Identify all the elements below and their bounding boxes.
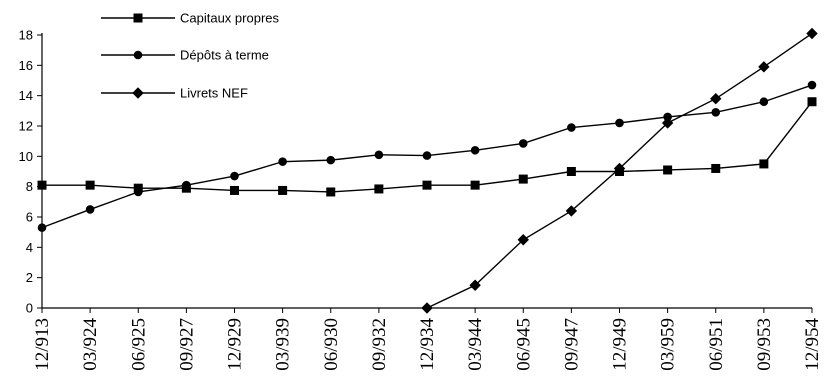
data-point-livrets-nef — [469, 279, 481, 291]
y-tick-label: 10 — [19, 149, 33, 164]
legend-label: Capitaux propres — [180, 11, 279, 26]
x-tick-label: 09/953 — [754, 318, 775, 371]
data-point-capitaux-propres — [663, 165, 673, 175]
series-line-capitaux-propres — [42, 101, 813, 193]
data-point-depots-a-terme — [711, 108, 721, 117]
x-tick-label: 06/945 — [513, 318, 534, 371]
legend-marker-circle — [133, 50, 143, 60]
x-tick-label: 12/954 — [802, 318, 823, 371]
legend-marker-diamond — [132, 87, 144, 99]
data-point-depots-a-terme — [37, 223, 47, 232]
data-point-depots-a-terme — [230, 171, 239, 181]
data-point-depots-a-terme — [759, 97, 769, 107]
y-tick-label: 16 — [19, 58, 33, 73]
data-point-capitaux-propres — [230, 185, 239, 195]
data-point-capitaux-propres — [807, 97, 817, 107]
x-tick-label: 03/944 — [465, 318, 486, 371]
data-point-livrets-nef — [806, 27, 818, 40]
x-tick-label: 12/929 — [225, 318, 246, 371]
data-point-depots-a-terme — [518, 139, 528, 148]
legend-entry-livrets-nef: Livrets NEF — [101, 86, 248, 101]
x-tick-label: 09/947 — [561, 318, 582, 371]
data-point-capitaux-propres — [422, 180, 432, 190]
data-point-depots-a-terme — [326, 155, 336, 165]
data-point-livrets-nef — [565, 205, 578, 217]
data-point-depots-a-terme — [422, 151, 432, 160]
x-tick-label: 12/949 — [610, 318, 631, 371]
x-tick-label: 12/913 — [32, 318, 53, 371]
legend-label: Livrets NEF — [180, 86, 248, 101]
data-point-capitaux-propres — [37, 180, 47, 190]
data-point-capitaux-propres — [85, 180, 95, 190]
x-tick-label: 03/939 — [273, 318, 294, 371]
x-tick-label: 03/924 — [80, 318, 101, 371]
legend-entry-capitaux-propres: Capitaux propres — [101, 11, 279, 26]
data-point-capitaux-propres — [711, 163, 721, 173]
y-tick-label: 12 — [19, 119, 33, 134]
legend-label: Dépôts à terme — [180, 48, 269, 63]
legend: Capitaux propres Dépôts à terme Livrets NE… — [101, 11, 279, 101]
y-tick-label: 18 — [19, 28, 33, 43]
data-point-depots-a-terme — [807, 80, 817, 90]
y-tick-label: 8 — [26, 179, 33, 194]
y-tick-label: 4 — [26, 240, 33, 255]
y-tick-label: 0 — [26, 301, 33, 316]
data-point-livrets-nef — [421, 302, 433, 314]
data-point-livrets-nef — [613, 162, 626, 175]
data-point-depots-a-terme — [567, 123, 576, 132]
data-point-depots-a-terme — [182, 180, 191, 190]
data-point-depots-a-terme — [278, 157, 287, 166]
x-tick-label: 09/932 — [369, 318, 390, 371]
series-capitaux-propres — [37, 97, 817, 197]
data-point-depots-a-terme — [470, 145, 480, 155]
data-point-capitaux-propres — [374, 184, 384, 194]
x-tick-label: 12/934 — [417, 318, 438, 371]
data-point-livrets-nef — [661, 117, 674, 129]
data-point-capitaux-propres — [278, 185, 288, 195]
data-point-capitaux-propres — [326, 187, 336, 197]
x-tick-label: 06/925 — [128, 318, 149, 371]
data-point-capitaux-propres — [470, 180, 480, 190]
y-tick-label: 14 — [19, 88, 33, 103]
data-point-livrets-nef — [758, 61, 770, 73]
legend-marker-square — [133, 13, 143, 23]
x-tick-label: 06/951 — [706, 318, 727, 371]
data-point-capitaux-propres — [759, 159, 769, 169]
legend-entry-depots-a-terme: Dépôts à terme — [101, 48, 269, 63]
x-tick-label: 03/959 — [658, 318, 679, 371]
data-point-livrets-nef — [517, 234, 529, 246]
data-point-capitaux-propres — [566, 167, 576, 176]
data-point-depots-a-terme — [615, 118, 624, 128]
y-tick-label: 6 — [26, 210, 33, 225]
data-point-capitaux-propres — [518, 174, 528, 184]
x-tick-label: 06/930 — [321, 318, 342, 371]
y-tick-label: 2 — [26, 270, 33, 285]
series-depots-a-terme — [37, 80, 817, 232]
x-tick-label: 09/927 — [176, 318, 197, 371]
series-livrets-nef — [421, 27, 818, 314]
data-point-livrets-nef — [710, 92, 722, 105]
data-point-depots-a-terme — [85, 205, 95, 214]
series-group — [37, 27, 818, 314]
axes: 0 2 4 6 8 10 12 14 16 18 12/913 03/924 06/925 09/927 1… — [19, 28, 823, 371]
data-point-depots-a-terme — [374, 150, 384, 160]
data-point-depots-a-terme — [133, 187, 143, 197]
